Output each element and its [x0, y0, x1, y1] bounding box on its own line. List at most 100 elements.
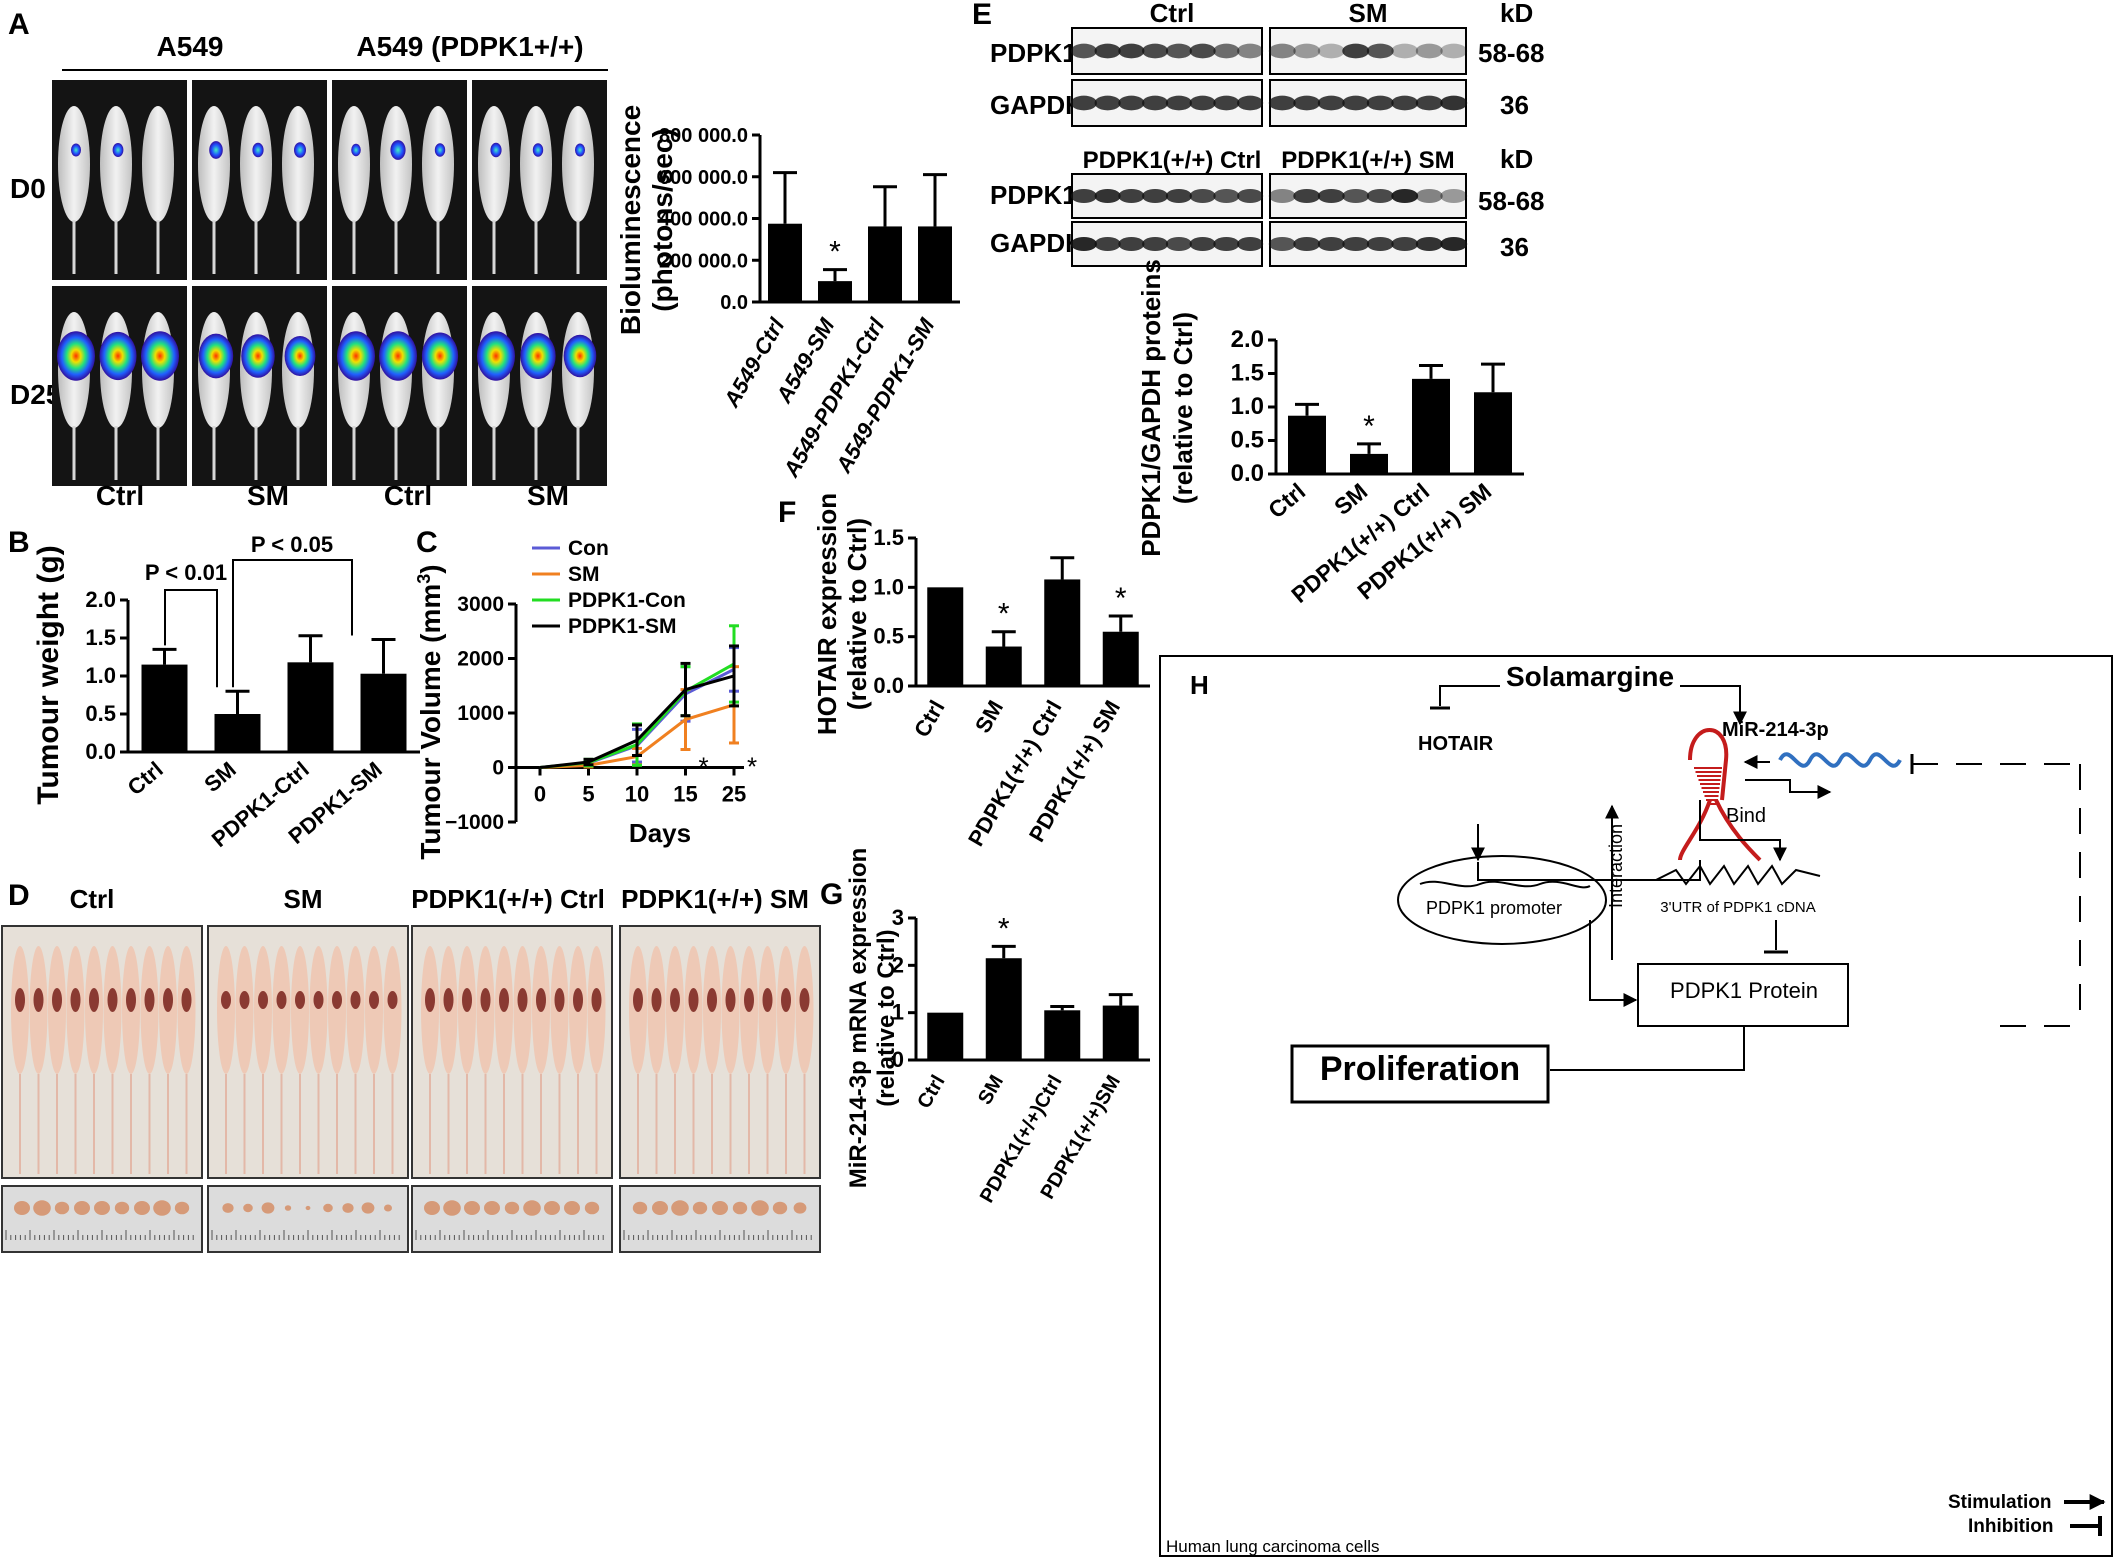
tumour-site	[799, 988, 810, 1012]
luminescence-signal	[434, 143, 446, 157]
significance-star: *	[998, 912, 1010, 945]
legend-label: PDPK1-SM	[568, 615, 677, 638]
luminescence-signal	[252, 142, 264, 158]
tumour-site	[499, 988, 509, 1012]
mouse-body	[142, 106, 174, 222]
p-value-2: P < 0.05	[251, 532, 333, 557]
luminescence-signal	[520, 333, 556, 379]
blot2-size-2: 36	[1500, 232, 1529, 262]
excised-tumour	[692, 1201, 708, 1215]
tumour-site	[313, 991, 324, 1009]
blot-band	[1165, 95, 1192, 111]
series-line	[539, 674, 735, 769]
chart-a-ylabel-1: Bioluminescence	[615, 105, 646, 335]
blot1-row-pdpk1: PDPK1	[990, 38, 1077, 68]
panel-h-letter: H	[1190, 670, 1209, 700]
proliferation-box	[1290, 1044, 1550, 1104]
luminescence-signal	[209, 141, 223, 159]
blot1-col-sm: SM	[1349, 0, 1388, 28]
mouse	[328, 946, 346, 1074]
y-tick-label: 0.5	[85, 701, 116, 726]
mouse-body	[422, 106, 454, 222]
tumour-site	[633, 988, 643, 1012]
mouse	[365, 946, 383, 1074]
col-label-sm-2: SM	[527, 480, 569, 511]
bar	[927, 587, 964, 686]
y-tick-label: 3000	[457, 593, 504, 616]
tumour-site	[295, 991, 305, 1009]
excised-tumour	[261, 1202, 275, 1214]
col-label-sm: SM	[247, 480, 289, 511]
excised-tumour	[523, 1200, 541, 1216]
y-tick-label: 0	[492, 757, 504, 780]
excised-tumour	[33, 1200, 51, 1216]
luminescence-signal	[563, 334, 597, 378]
y-tick-label: 600 000.0	[659, 167, 748, 189]
mouse-body	[520, 106, 552, 222]
blot-band	[1440, 236, 1468, 252]
group-label-a549-pdpk1: A549 (PDPK1+/+)	[356, 31, 583, 62]
y-tick-label: 2	[892, 952, 904, 977]
tumour-photo	[1, 1185, 203, 1253]
mouse	[383, 946, 402, 1074]
blot-band	[1165, 188, 1192, 204]
blot2-col-ctrl: PDPK1(+/+) Ctrl	[1083, 147, 1262, 174]
panel-f: F HOTAIR expression (relative to Ctrl) 0…	[778, 493, 1150, 850]
edge-protein-proliferation	[1550, 1026, 1745, 1071]
mouse	[309, 946, 328, 1074]
blot-band	[1237, 95, 1264, 111]
blot-band	[1094, 236, 1121, 252]
panel-c: C Tumour Volume (mm3) Days −1000 0 1000 200…	[414, 526, 757, 860]
tumour-site	[480, 988, 491, 1012]
excised-tumour	[305, 1205, 311, 1211]
legend-stimulation: Stimulation	[1948, 1492, 2051, 1513]
chart-c-ylabel: Tumour Volume (mm3)	[414, 564, 446, 859]
category-label: SM	[970, 696, 1008, 737]
chart-e-ylabel-2: (relative to Ctrl)	[1168, 312, 1198, 504]
bar	[1288, 415, 1326, 474]
blot-band	[1189, 188, 1216, 204]
blot-band	[1293, 43, 1321, 59]
bar	[1412, 378, 1450, 474]
excised-tumour	[671, 1200, 689, 1216]
luminescence-signal	[421, 332, 459, 380]
blot1-col-ctrl: Ctrl	[1150, 0, 1195, 28]
x-tick-label: 15	[673, 782, 697, 807]
pathway-diagram	[1290, 685, 2106, 1536]
mouse	[346, 946, 365, 1074]
tumour-site	[369, 991, 379, 1009]
tumour-photo	[207, 1185, 409, 1253]
blot-band	[1070, 43, 1097, 59]
tumour-site	[536, 988, 546, 1012]
mouse-body	[282, 106, 314, 222]
blot2-row-gapdh: GAPDH	[990, 228, 1084, 258]
tumour-site	[462, 988, 472, 1012]
blot-band	[1342, 43, 1370, 59]
excised-tumour	[74, 1201, 90, 1215]
excised-tumour	[134, 1201, 150, 1215]
luminescence-signal	[284, 335, 316, 377]
luminescence-signal	[241, 334, 275, 378]
tumour-site	[126, 988, 136, 1012]
excised-tumour	[361, 1202, 375, 1214]
excised-tumour	[243, 1203, 253, 1213]
blot-band	[1213, 236, 1240, 252]
tumour-site	[221, 991, 231, 1009]
y-tick-label: 1.0	[1231, 393, 1264, 420]
blot-band	[1165, 43, 1192, 59]
label-interaction: Interaction	[1606, 824, 1626, 908]
mouse-body	[240, 106, 272, 222]
tumour-site	[670, 988, 680, 1012]
excised-tumour	[793, 1202, 807, 1214]
bar	[1102, 1005, 1139, 1060]
blot-band	[1342, 188, 1370, 204]
edge-hotair-mir	[1745, 779, 1832, 799]
blot1-unit: kD	[1500, 0, 1533, 28]
luminescence-signal	[112, 142, 124, 158]
legend-inhibition: Inhibition	[1968, 1516, 2053, 1537]
panel-d: D Ctrl SM PDPK1(+/+) Ctrl PDPK1(+/+) SM	[1, 879, 821, 1253]
excised-tumour	[222, 1203, 234, 1213]
imaging-grid	[52, 80, 607, 486]
